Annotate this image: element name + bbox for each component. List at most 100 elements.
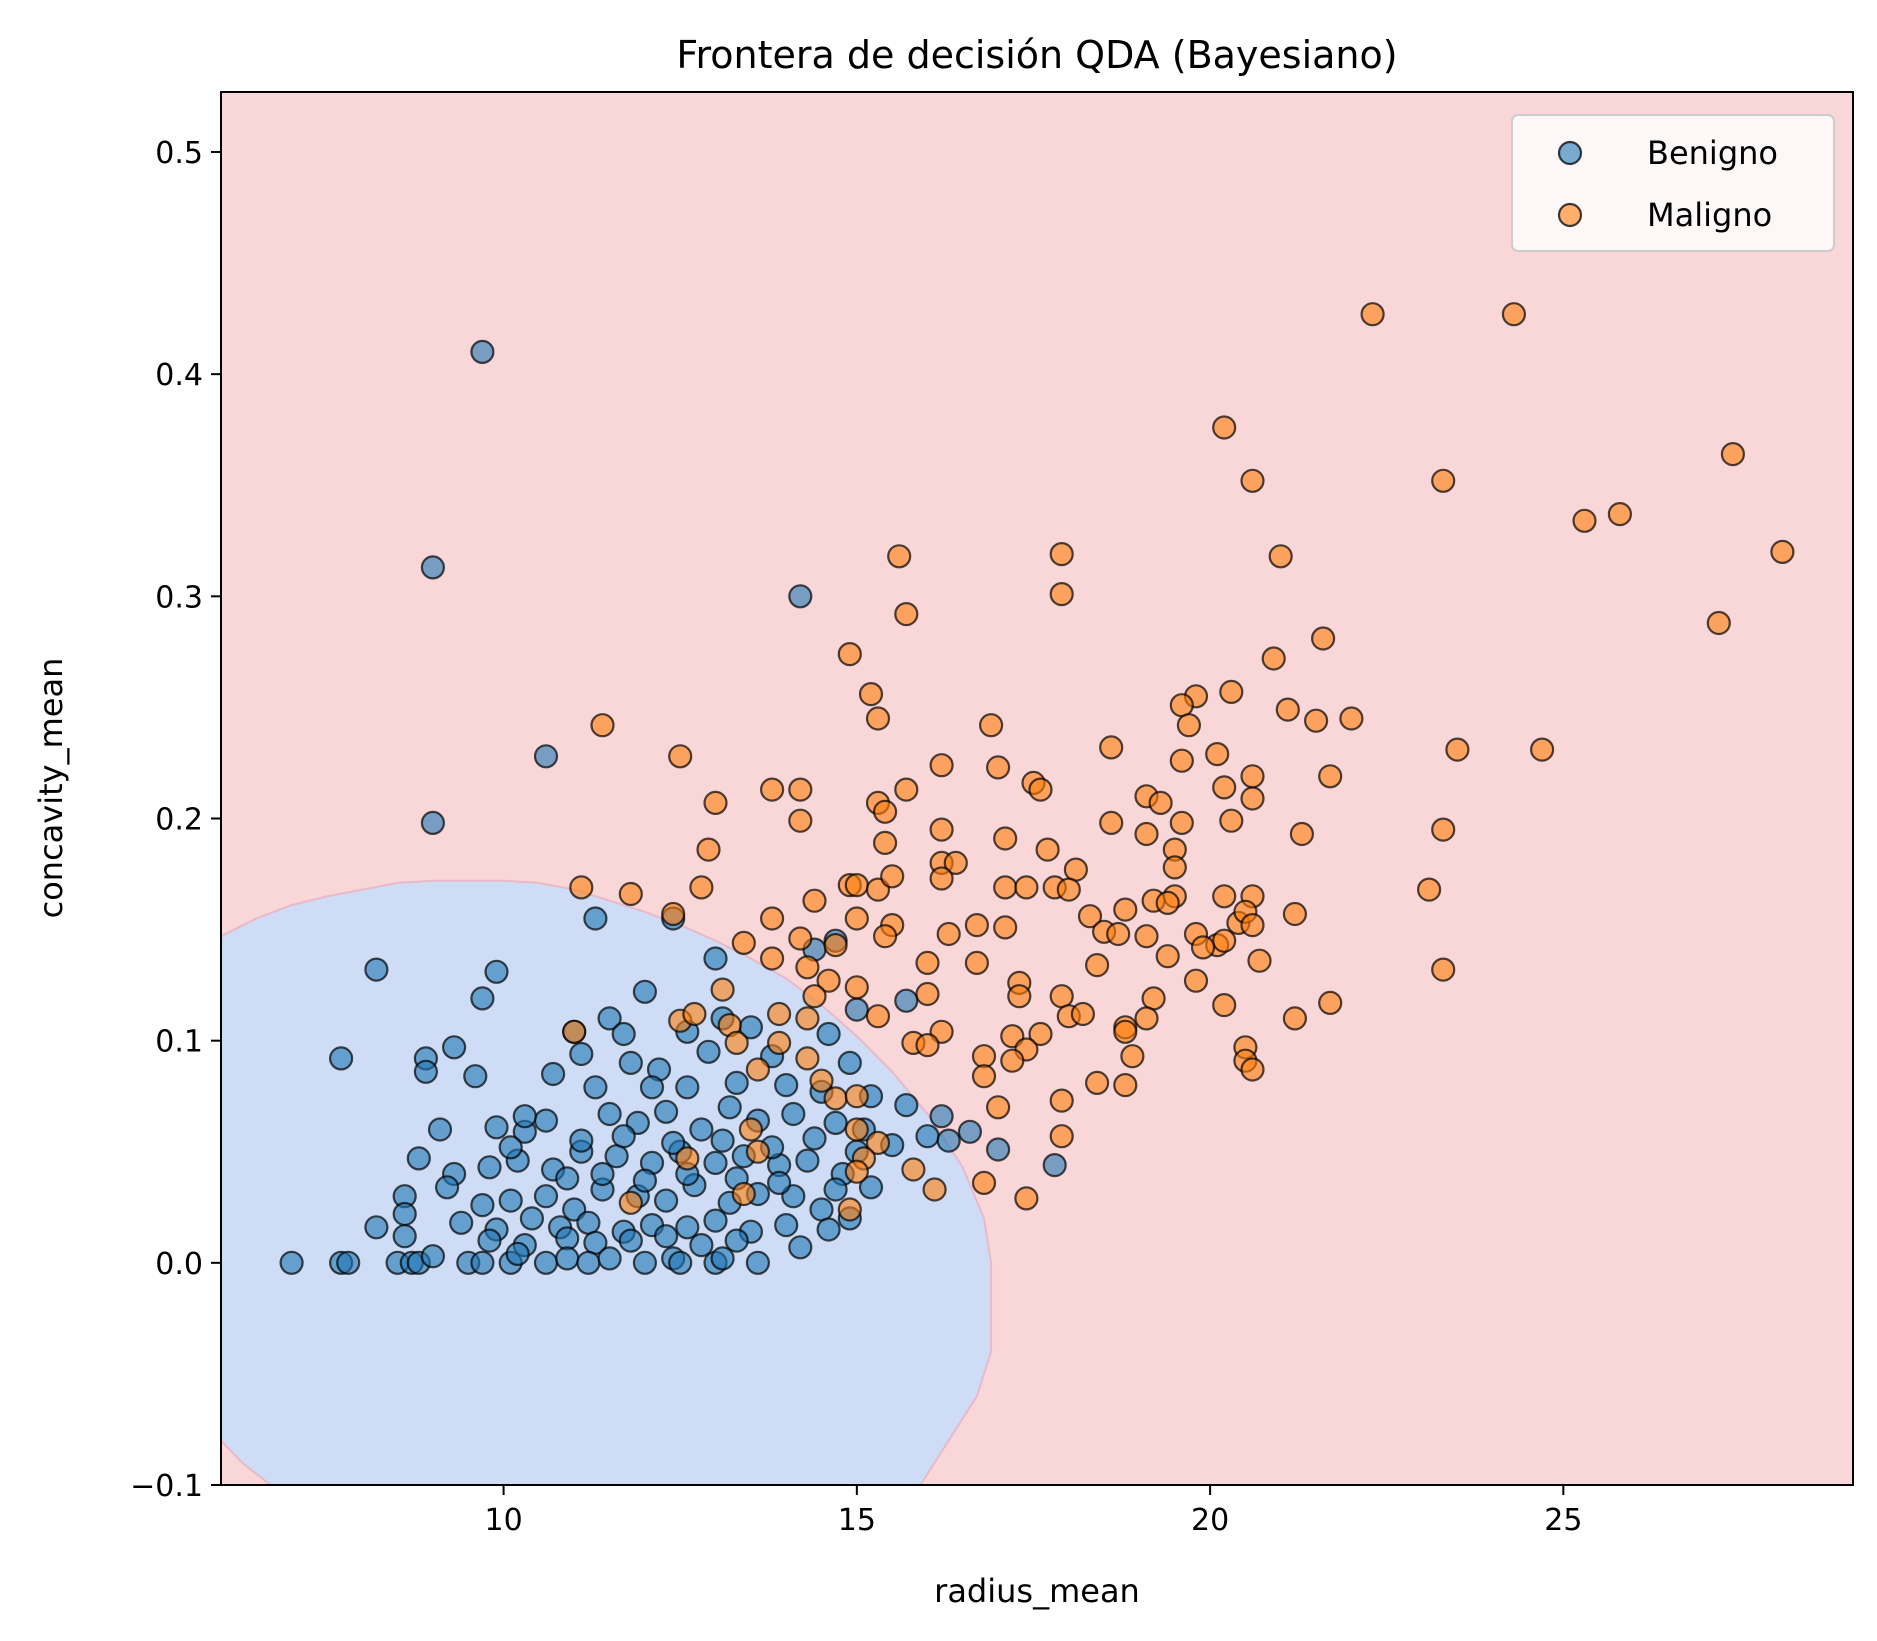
point-maligno bbox=[1169, 810, 1194, 836]
point-maligno bbox=[1212, 928, 1237, 953]
y-tick-label: 0.0 bbox=[155, 1247, 203, 1282]
point-benigno bbox=[279, 1250, 304, 1275]
point-maligno bbox=[901, 1157, 926, 1182]
point-benigno bbox=[632, 979, 658, 1004]
point-benigno bbox=[661, 1130, 686, 1156]
point-benigno bbox=[929, 1104, 954, 1129]
point-maligno bbox=[865, 1130, 891, 1156]
point-maligno bbox=[985, 1095, 1011, 1120]
point-maligno bbox=[1445, 737, 1470, 762]
point-maligno bbox=[795, 1046, 820, 1071]
legend-marker-benigno bbox=[1557, 140, 1583, 166]
point-maligno bbox=[759, 777, 785, 802]
point-benigno bbox=[639, 1075, 665, 1100]
point-maligno bbox=[1049, 1088, 1074, 1113]
point-maligno bbox=[1431, 957, 1456, 982]
point-benigno bbox=[533, 1108, 559, 1133]
point-benigno bbox=[618, 1050, 643, 1076]
point-maligno bbox=[1318, 764, 1343, 789]
point-maligno bbox=[1134, 924, 1159, 949]
point-benigno bbox=[985, 1137, 1011, 1162]
point-maligno bbox=[759, 946, 785, 971]
point-maligno bbox=[1099, 810, 1124, 836]
point-benigno bbox=[724, 1070, 749, 1096]
point-maligno bbox=[887, 544, 912, 569]
point-maligno bbox=[1155, 944, 1180, 969]
point-maligno bbox=[1572, 508, 1597, 533]
point-benigno bbox=[449, 1210, 474, 1235]
point-benigno bbox=[823, 1110, 848, 1136]
point-maligno bbox=[1431, 468, 1456, 493]
point-benigno bbox=[653, 1099, 679, 1124]
point-benigno bbox=[533, 1250, 559, 1275]
point-maligno bbox=[1099, 735, 1124, 760]
point-benigno bbox=[788, 1235, 813, 1260]
point-maligno bbox=[1106, 921, 1131, 947]
point-benigno bbox=[463, 1064, 488, 1089]
point-benigno bbox=[894, 988, 919, 1013]
point-maligno bbox=[1155, 890, 1180, 916]
point-benigno bbox=[936, 1128, 961, 1153]
point-benigno bbox=[484, 1115, 509, 1140]
point-benigno bbox=[710, 1246, 735, 1271]
point-benigno bbox=[427, 1117, 453, 1142]
point-benigno bbox=[498, 1135, 523, 1160]
point-maligno bbox=[1720, 442, 1746, 467]
point-maligno bbox=[738, 1117, 764, 1142]
point-maligno bbox=[1416, 877, 1442, 902]
point-benigno bbox=[597, 1246, 622, 1271]
point-maligno bbox=[618, 1190, 643, 1215]
point-benigno bbox=[710, 1128, 735, 1153]
point-maligno bbox=[1310, 626, 1336, 651]
point-maligno bbox=[915, 950, 940, 976]
y-tick-label: 0.5 bbox=[155, 136, 203, 171]
point-benigno bbox=[915, 1124, 940, 1149]
point-benigno bbox=[477, 1228, 502, 1253]
point-maligno bbox=[1212, 415, 1237, 440]
point-benigno bbox=[837, 1050, 862, 1076]
point-maligno bbox=[993, 915, 1018, 940]
point-maligno bbox=[1014, 875, 1039, 900]
point-maligno bbox=[1360, 302, 1385, 327]
point-maligno bbox=[844, 1117, 869, 1142]
point-maligno bbox=[993, 826, 1018, 851]
point-maligno bbox=[1219, 679, 1244, 705]
point-benigno bbox=[823, 1177, 848, 1202]
point-maligno bbox=[1134, 821, 1159, 847]
x-axis-label: radius_mean bbox=[934, 1572, 1140, 1610]
x-tick-label: 15 bbox=[838, 1503, 876, 1538]
point-maligno bbox=[1212, 775, 1237, 800]
point-maligno bbox=[872, 799, 898, 824]
point-maligno bbox=[1529, 737, 1555, 762]
point-maligno bbox=[844, 906, 869, 931]
point-benigno bbox=[505, 1241, 530, 1267]
point-benigno bbox=[597, 1006, 622, 1031]
point-maligno bbox=[724, 1030, 749, 1056]
point-maligno bbox=[1169, 748, 1194, 773]
x-tick-label: 10 bbox=[485, 1503, 523, 1538]
point-benigno bbox=[703, 1208, 728, 1233]
point-maligno bbox=[1240, 786, 1265, 811]
point-maligno bbox=[1049, 1124, 1074, 1149]
point-benigno bbox=[555, 1166, 580, 1191]
point-benigno bbox=[435, 1175, 460, 1200]
point-benigno bbox=[1042, 1152, 1067, 1178]
point-maligno bbox=[1007, 984, 1032, 1009]
y-axis-label: concavity_mean bbox=[32, 658, 70, 919]
point-maligno bbox=[1240, 912, 1265, 938]
point-maligno bbox=[1318, 990, 1343, 1016]
point-maligno bbox=[1028, 1021, 1053, 1047]
point-benigno bbox=[724, 1228, 749, 1253]
point-maligno bbox=[788, 777, 813, 802]
point-benigno bbox=[611, 1021, 636, 1047]
point-maligno bbox=[823, 1086, 848, 1111]
point-maligno bbox=[1028, 777, 1053, 802]
point-maligno bbox=[971, 1170, 997, 1196]
point-maligno bbox=[1113, 1072, 1138, 1098]
point-maligno bbox=[675, 1146, 700, 1171]
point-benigno bbox=[392, 1224, 417, 1249]
point-maligno bbox=[844, 1084, 869, 1109]
point-benigno bbox=[703, 946, 728, 971]
point-benigno bbox=[632, 1168, 658, 1193]
